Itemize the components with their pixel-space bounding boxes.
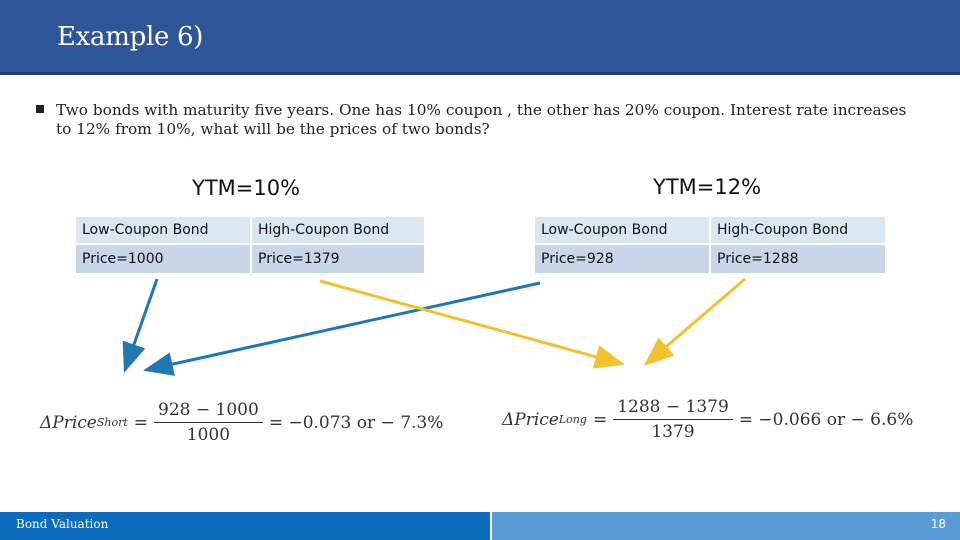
formula-long-lhs: ΔPrice	[502, 409, 559, 430]
bullet-item: Two bonds with maturity five years. One …	[36, 101, 916, 139]
formula-long: ΔPrice Long = 1288 − 1379 1379 = −0.066 o…	[502, 397, 914, 442]
square-bullet-icon	[36, 105, 44, 113]
title-bar	[0, 0, 960, 75]
formula-long-sup: Long	[558, 413, 587, 426]
formula-short-result: = −0.073 or − 7.3%	[268, 412, 444, 433]
ytm-10-table: Low-Coupon Bond High-Coupon Bond Price=1…	[74, 215, 426, 275]
ytm-12-price-high: Price=1288	[709, 243, 887, 275]
ytm-12-header-low: Low-Coupon Bond	[533, 215, 711, 245]
arrow-high-1379-to-long	[319, 279, 625, 369]
formula-long-result: = −0.066 or − 6.6%	[738, 409, 914, 430]
ytm-12-label: YTM=12%	[653, 175, 762, 199]
formula-short-numerator: 928 − 1000	[154, 400, 263, 423]
footer-left-bar	[0, 512, 490, 540]
ytm-12-header-high: High-Coupon Bond	[709, 215, 887, 245]
ytm-10-price-high: Price=1379	[250, 243, 426, 275]
formula-short-fraction: 928 − 1000 1000	[154, 400, 263, 445]
ytm-10-header-low: Low-Coupon Bond	[74, 215, 252, 245]
ytm-12-price-low: Price=928	[533, 243, 711, 275]
ytm-10-price-low: Price=1000	[74, 243, 252, 275]
page-number: 18	[930, 517, 946, 531]
arrow-low-1000-down	[122, 278, 159, 373]
ytm-10-header-high: High-Coupon Bond	[250, 215, 426, 245]
footer-right-bar	[492, 512, 960, 540]
footer-label: Bond Valuation	[16, 517, 109, 531]
arrow-high-1288-down	[643, 277, 746, 366]
arrow-low-928-to-short	[143, 281, 541, 376]
slide-title: Example 6)	[57, 22, 204, 52]
formula-long-numerator: 1288 − 1379	[613, 397, 733, 420]
formula-long-denominator: 1379	[651, 422, 695, 442]
formula-short-denominator: 1000	[186, 425, 231, 445]
formula-short-sup: Short	[96, 416, 128, 429]
ytm-10-label: YTM=10%	[192, 176, 301, 200]
ytm-12-table: Low-Coupon Bond High-Coupon Bond Price=9…	[533, 215, 887, 275]
formula-long-fraction: 1288 − 1379 1379	[613, 397, 733, 442]
bullet-text: Two bonds with maturity five years. One …	[56, 101, 907, 138]
formula-short-lhs: ΔPrice	[40, 412, 97, 433]
formula-short: ΔPrice Short = 928 − 1000 1000 = −0.073 o…	[40, 400, 444, 445]
title-bar-underline	[0, 72, 960, 75]
